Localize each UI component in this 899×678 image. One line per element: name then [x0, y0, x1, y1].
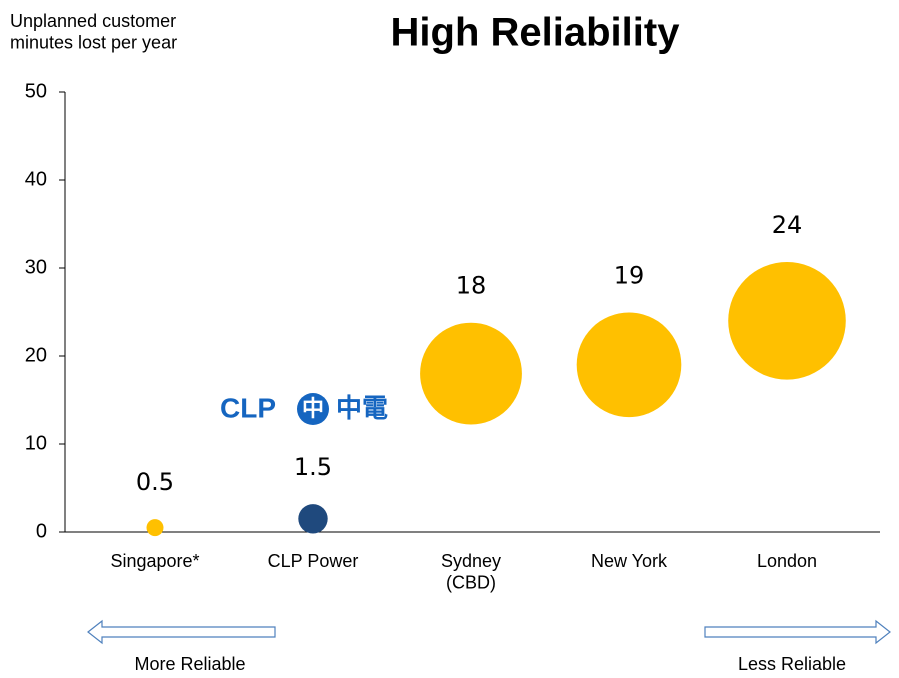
bubble: [728, 262, 846, 380]
y-tick-label: 30: [25, 256, 47, 278]
more-reliable-label: More Reliable: [134, 654, 245, 674]
x-tick-label: Sydney (CBD): [441, 551, 501, 593]
bubble: [146, 519, 164, 537]
logo-icon-text: 中: [302, 396, 324, 421]
value-label: 0.5: [136, 468, 174, 496]
y-tick-label: 50: [25, 80, 47, 102]
clp-logo: CLP 中 中電: [220, 392, 388, 425]
bubble: [298, 504, 328, 534]
value-label: 1.5: [294, 453, 332, 481]
logo-icon: [297, 393, 329, 425]
y-tick-label: 10: [25, 432, 47, 454]
y-tick-label: 20: [25, 344, 47, 366]
right-arrow: [704, 619, 891, 645]
logo-chinese: 中電: [336, 393, 388, 423]
value-label: 24: [772, 211, 803, 239]
value-label: 18: [456, 272, 487, 300]
left-arrow: [87, 619, 276, 645]
x-tick-label: New York: [591, 551, 668, 571]
chart-title: High Reliability: [391, 11, 681, 55]
bubble: [576, 312, 682, 418]
value-label: 19: [614, 261, 645, 289]
y-tick-label: 40: [25, 168, 47, 190]
y-tick-label: 0: [36, 520, 47, 542]
less-reliable-label: Less Reliable: [738, 654, 846, 674]
x-tick-label: Singapore*: [110, 551, 199, 571]
logo-text: CLP: [220, 392, 276, 423]
x-tick-label: London: [757, 551, 817, 571]
bubble: [420, 322, 522, 425]
y-axis-label: Unplanned customer minutes lost per year: [10, 11, 177, 53]
x-tick-label: CLP Power: [268, 551, 359, 571]
